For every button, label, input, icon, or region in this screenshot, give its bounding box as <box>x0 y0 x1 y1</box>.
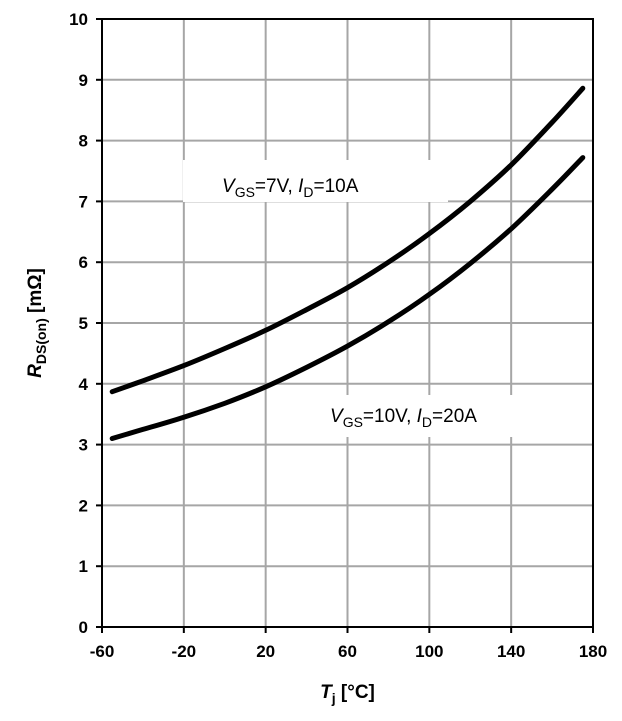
annotation-part: GS <box>343 414 363 430</box>
annotation-bg <box>320 395 580 437</box>
annotation-part: V <box>222 176 237 197</box>
annotation-part: =10V, <box>363 406 417 427</box>
annotation-part: D <box>422 414 432 430</box>
x-tick-label: -60 <box>90 642 115 661</box>
annotation-part: =7V, <box>255 176 298 197</box>
y-tick-label: 5 <box>79 314 88 333</box>
annotation-part: =20A <box>432 406 477 427</box>
y-tick-label: 8 <box>79 132 88 151</box>
x-tick-label: 140 <box>497 642 525 661</box>
x-axis-label-main: T <box>320 682 333 703</box>
x-axis-label: Tj [°C] <box>320 682 375 706</box>
x-tick-label: 20 <box>256 642 275 661</box>
annotation-backgrounds <box>183 160 580 437</box>
y-tick-label: 2 <box>79 496 88 515</box>
y-tick-label: 6 <box>79 253 88 272</box>
gridlines <box>101 18 594 628</box>
y-axis-label-main: R <box>25 364 46 378</box>
x-tick-label: -20 <box>172 642 197 661</box>
y-axis-label: RDS(on) [mΩ] <box>25 268 49 378</box>
annotation-part: I <box>417 406 423 427</box>
series-line-1 <box>109 85 586 395</box>
series-annotation-1: VGS=7V, ID=10A <box>222 176 359 200</box>
annotation-part: V <box>330 406 345 427</box>
y-tick-label: 9 <box>79 71 88 90</box>
annotation-part: I <box>298 176 304 197</box>
y-tick-label: 7 <box>79 192 88 211</box>
y-axis-label-sub: DS(on) <box>33 318 49 364</box>
y-tick-label: 4 <box>79 375 89 394</box>
x-tick-label: 60 <box>338 642 357 661</box>
series-lines <box>109 85 586 441</box>
tick-labels: -60 -20 20 60 100 140 180 0 1 2 3 4 5 6 7 8 9 10 <box>69 10 607 661</box>
series-annotation-2: VGS=10V, ID=20A <box>330 406 477 430</box>
x-tick-label: 100 <box>415 642 443 661</box>
x-tick-label: 180 <box>579 642 607 661</box>
x-axis-label-sub: j <box>331 690 336 706</box>
annotation-part: D <box>303 184 313 200</box>
y-tick-label: 0 <box>79 618 88 637</box>
y-axis-label-unit: [mΩ] <box>25 268 46 318</box>
series-line-2 <box>109 155 586 441</box>
annotation-bg <box>183 160 448 202</box>
x-axis-label-unit: [°C] <box>336 682 375 703</box>
y-tick-label: 10 <box>69 10 88 29</box>
annotation-part: =10A <box>313 176 358 197</box>
y-tick-label: 1 <box>79 557 88 576</box>
y-tick-label: 3 <box>79 436 88 455</box>
annotation-part: GS <box>235 184 255 200</box>
